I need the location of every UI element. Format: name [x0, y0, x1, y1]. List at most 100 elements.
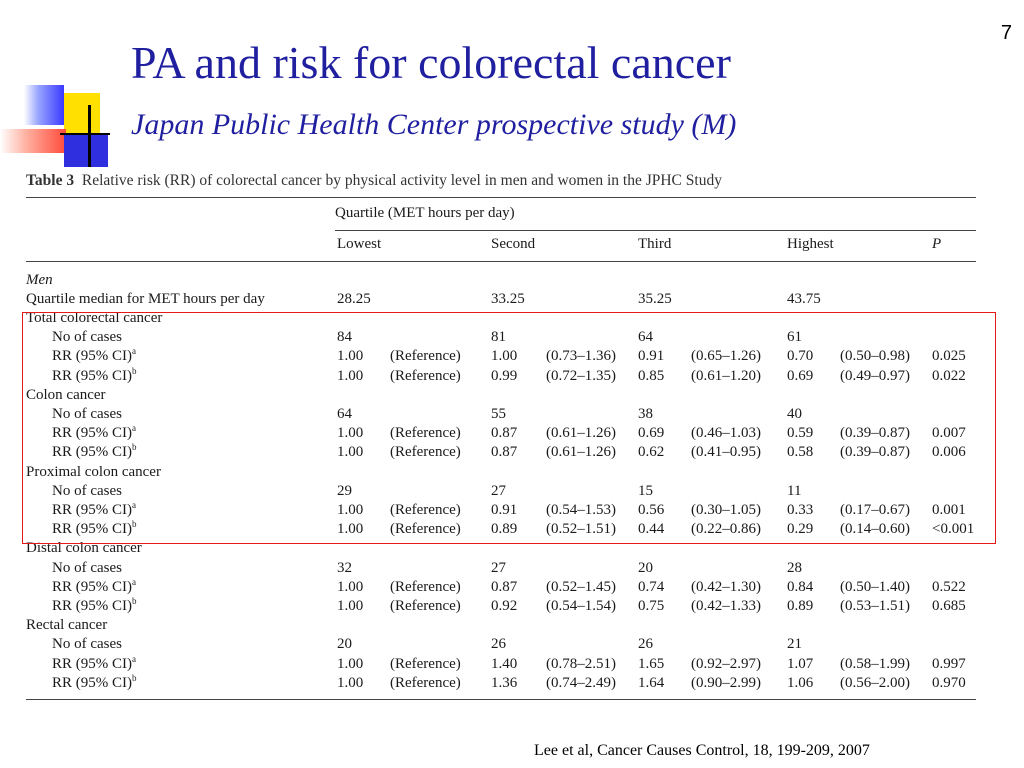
rr-label-text: RR (95% CI)	[52, 348, 132, 365]
rr-value: (Reference)	[390, 348, 461, 365]
rr-value: 1.00	[337, 444, 364, 461]
cases-value: 84	[337, 329, 352, 346]
rr-footnote-marker: a	[132, 653, 136, 664]
rr-value: (0.74–2.49)	[546, 674, 616, 691]
rr-value: (0.54–1.54)	[546, 598, 616, 614]
cases-value: 26	[491, 636, 506, 653]
cases-value: 64	[337, 406, 352, 422]
rr-value: 0.84	[787, 578, 814, 595]
rr-value: 0.001	[932, 502, 966, 518]
rr-value: (0.61–1.26)	[546, 444, 616, 461]
rr-value: 0.92	[491, 598, 518, 614]
rr-value: 0.007	[932, 425, 966, 442]
quartile-rule	[335, 230, 976, 231]
rr-value: 0.62	[638, 444, 665, 461]
rr-value: (Reference)	[390, 521, 461, 538]
table-bottom-rule	[26, 699, 976, 700]
rr-value: (Reference)	[390, 598, 461, 614]
cases-value: 32	[337, 559, 352, 576]
citation: Lee et al, Cancer Causes Control, 18, 19…	[534, 742, 870, 759]
rr-value: (Reference)	[390, 425, 461, 442]
rr-label-text: RR (95% CI)	[52, 674, 132, 691]
rr-value: 1.64	[638, 674, 665, 691]
table-caption: Table 3 Relative risk (RR) of colorectal…	[26, 172, 722, 190]
cases-label: No of cases	[52, 406, 122, 422]
rr-label-text: RR (95% CI)	[52, 502, 132, 518]
rr-value: (Reference)	[390, 444, 461, 461]
rr-value: (0.52–1.45)	[546, 578, 616, 595]
rr-label-text: RR (95% CI)	[52, 521, 132, 538]
rr-value: <0.001	[932, 521, 975, 538]
rr-value: 0.33	[787, 502, 814, 518]
rr-value: 0.59	[787, 425, 814, 442]
median-lowest: 28.25	[337, 291, 371, 307]
rr-footnote-marker: b	[132, 672, 137, 683]
highlight-box	[22, 312, 996, 544]
rr-value: (Reference)	[390, 367, 461, 384]
slide-subtitle: Japan Public Health Center prospective s…	[131, 108, 737, 141]
rr-label: RR (95% CI)b	[52, 443, 137, 462]
rr-value: (0.65–1.26)	[691, 348, 761, 365]
rr-label-text: RR (95% CI)	[52, 367, 132, 384]
page-number: 7	[1000, 22, 1012, 44]
quartile-header: Quartile (MET hours per day)	[335, 205, 515, 221]
rr-value: (0.52–1.51)	[546, 521, 616, 538]
table-header-rule	[26, 261, 976, 262]
rr-value: 0.56	[638, 502, 665, 518]
rr-value: (0.54–1.53)	[546, 502, 616, 518]
rr-footnote-marker: b	[132, 442, 137, 453]
cases-value: 55	[491, 406, 506, 422]
rr-value: 0.685	[932, 598, 966, 614]
rr-value: 0.87	[491, 425, 518, 442]
cases-value: 27	[491, 559, 506, 576]
group-label: Total colorectal cancer	[26, 310, 163, 326]
rr-value: (0.56–2.00)	[840, 674, 910, 691]
slide-title: PA and risk for colorectal cancer	[131, 37, 731, 88]
rr-value: 0.75	[638, 598, 665, 614]
cases-value: 40	[787, 406, 802, 422]
rr-label: RR (95% CI)a	[52, 653, 136, 674]
col-header-lowest: Lowest	[337, 236, 382, 252]
rr-label-text: RR (95% CI)	[52, 444, 132, 461]
cases-label: No of cases	[52, 636, 122, 653]
rr-value: 1.00	[337, 674, 364, 691]
rr-value: 0.91	[491, 502, 518, 518]
slide-logo-icon	[0, 85, 120, 175]
rr-value: (0.22–0.86)	[691, 521, 761, 538]
rr-value: 0.58	[787, 444, 814, 461]
rr-label-text: RR (95% CI)	[52, 655, 132, 672]
rr-value: 0.44	[638, 521, 665, 538]
col-header-p: P	[932, 236, 942, 252]
cases-label: No of cases	[52, 559, 122, 576]
table-caption-text: Relative risk (RR) of colorectal cancer …	[81, 172, 722, 189]
rr-value: 0.74	[638, 578, 665, 595]
rr-footnote-marker: a	[132, 346, 136, 357]
cases-value: 15	[638, 482, 653, 499]
cases-value: 61	[787, 329, 802, 346]
rr-value: (0.58–1.99)	[840, 655, 910, 672]
rr-footnote-marker: b	[132, 365, 137, 376]
rr-value: (0.73–1.36)	[546, 348, 616, 365]
rr-value: 0.99	[491, 367, 518, 384]
rr-value: 1.65	[638, 655, 665, 672]
rr-value: 0.87	[491, 444, 518, 461]
cases-value: 27	[491, 482, 506, 499]
rr-value: (0.92–2.97)	[691, 655, 761, 672]
rr-label: RR (95% CI)b	[52, 520, 137, 539]
rr-value: 1.00	[337, 598, 364, 614]
cases-value: 20	[337, 636, 352, 653]
rr-value: 0.91	[638, 348, 665, 365]
group-label: Proximal colon cancer	[26, 463, 161, 480]
rr-value: 0.89	[491, 521, 518, 538]
rr-value: 0.025	[932, 348, 966, 365]
rr-value: (0.42–1.33)	[691, 598, 761, 614]
rr-value: 1.00	[337, 367, 364, 384]
cases-value: 28	[787, 559, 802, 576]
rr-label: RR (95% CI)b	[52, 597, 137, 616]
rr-value: 1.06	[787, 674, 814, 691]
rr-value: 0.997	[932, 655, 966, 672]
rr-value: (Reference)	[390, 674, 461, 691]
rr-value: 0.89	[787, 598, 814, 614]
group-label: Colon cancer	[26, 386, 106, 403]
rr-value: 0.69	[787, 367, 814, 384]
